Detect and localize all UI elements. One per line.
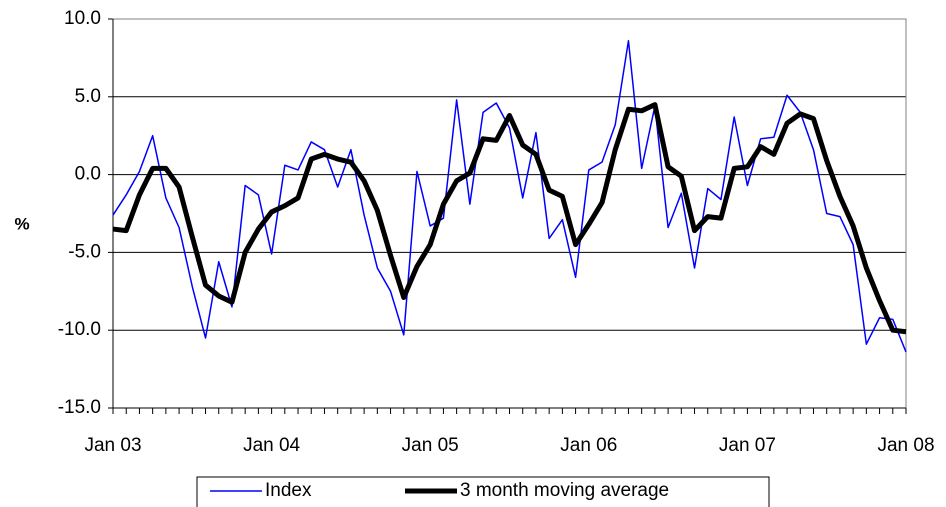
legend-box bbox=[196, 476, 770, 507]
x-tick-label: Jan 07 bbox=[719, 435, 776, 456]
y-tick-label: -10.0 bbox=[58, 319, 101, 340]
x-tick-label: Jan 04 bbox=[243, 435, 300, 456]
plot-border bbox=[112, 18, 907, 409]
legend-label: 3 month moving average bbox=[460, 480, 669, 501]
series-line bbox=[112, 40, 907, 353]
x-tick-label: Jan 06 bbox=[560, 435, 617, 456]
series-line bbox=[112, 102, 907, 335]
y-tick-label: -5.0 bbox=[68, 241, 101, 262]
y-tick-label: -15.0 bbox=[58, 397, 101, 418]
x-tick-label: Jan 08 bbox=[877, 435, 934, 456]
x-tick-label: Jan 03 bbox=[84, 435, 141, 456]
y-axis-label: % bbox=[14, 214, 29, 233]
y-tick-label: 10.0 bbox=[64, 8, 101, 29]
y-tick-label: 5.0 bbox=[75, 86, 101, 107]
y-tick-label: 0.0 bbox=[75, 164, 101, 185]
legend-label: Index bbox=[265, 480, 312, 501]
x-tick-label: Jan 05 bbox=[402, 435, 459, 456]
